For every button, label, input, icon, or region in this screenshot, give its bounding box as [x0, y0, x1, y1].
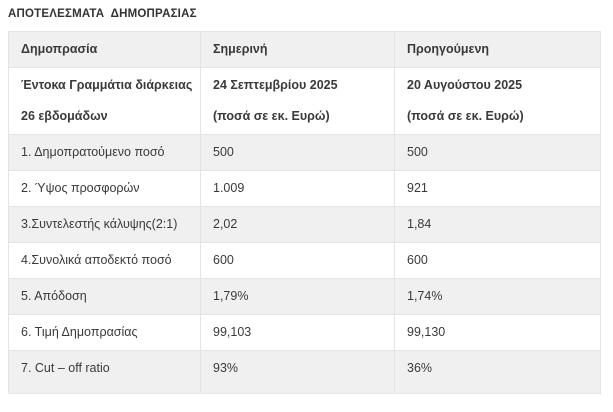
previous-value: 600	[394, 242, 601, 279]
table-row-cut-off-ratio: 7. Cut – off ratio 93% 36%	[8, 350, 601, 394]
page: ΑΠΟΤΕΛΕΣΜΑΤΑ ΔΗΜΟΠΡΑΣΙΑΣ Δημοπρασία Σημε…	[8, 8, 601, 394]
table-row-auction-price: 6. Τιμή Δημοπρασίας 99,103 99,130	[8, 314, 601, 351]
current-value: 93%	[200, 350, 395, 394]
row-label: 7. Cut – off ratio	[8, 350, 201, 394]
previous-value: 500	[394, 134, 601, 171]
table-header-row: Δημοπρασία Σημερινή Προηγούμενη	[8, 31, 601, 68]
row-label: 1. Δημοπρατούμενο ποσό	[8, 134, 201, 171]
previous-value: 921	[394, 170, 601, 207]
current-value: 2,02	[200, 206, 395, 243]
auction-results-table: Δημοπρασία Σημερινή Προηγούμενη Έντοκα Γ…	[8, 31, 601, 394]
table-row-yield: 5. Απόδοση 1,79% 1,74%	[8, 278, 601, 315]
table-row-auctioned-amount: 1. Δημοπρατούμενο ποσό 500 500	[8, 134, 601, 171]
table-row-accepted-amount: 4.Συνολικά αποδεκτό ποσό 600 600	[8, 242, 601, 279]
column-header-current: Σημερινή	[200, 31, 395, 68]
table-row-bids-amount: 2. Ύψος προσφορών 1.009 921	[8, 170, 601, 207]
previous-units-note: (ποσά σε εκ. Ευρώ)	[407, 109, 524, 123]
page-title: ΑΠΟΤΕΛΕΣΜΑΤΑ ΔΗΜΟΠΡΑΣΙΑΣ	[8, 8, 197, 20]
row-label: 4.Συνολικά αποδεκτό ποσό	[8, 242, 201, 279]
current-value: 1.009	[200, 170, 395, 207]
subheader-current-date-cell: 24 Σεπτεμβρίου 2025 (ποσά σε εκ. Ευρώ)	[200, 67, 395, 135]
previous-value: 36%	[394, 350, 601, 394]
current-date: 24 Σεπτεμβρίου 2025	[213, 78, 338, 92]
subheader-previous-date-cell: 20 Αυγούστου 2025 (ποσά σε εκ. Ευρώ)	[394, 67, 601, 135]
instrument-line1: Έντοκα Γραμμάτια διάρκειας	[21, 78, 193, 92]
column-header-previous: Προηγούμενη	[394, 31, 601, 68]
previous-value: 1,84	[394, 206, 601, 243]
row-label: 6. Τιμή Δημοπρασίας	[8, 314, 201, 351]
previous-date: 20 Αυγούστου 2025	[407, 78, 523, 92]
current-value: 99,103	[200, 314, 395, 351]
previous-value: 1,74%	[394, 278, 601, 315]
table-subheader-row: Έντοκα Γραμμάτια διάρκειας 26 εβδομάδων …	[8, 67, 601, 135]
current-value: 500	[200, 134, 395, 171]
current-value: 1,79%	[200, 278, 395, 315]
subheader-instrument-cell: Έντοκα Γραμμάτια διάρκειας 26 εβδομάδων	[8, 67, 201, 135]
column-header-auction: Δημοπρασία	[8, 31, 201, 68]
current-value: 600	[200, 242, 395, 279]
row-label: 2. Ύψος προσφορών	[8, 170, 201, 207]
row-label: 5. Απόδοση	[8, 278, 201, 315]
instrument-line2: 26 εβδομάδων	[21, 109, 108, 123]
table-row-coverage-ratio: 3.Συντελεστής κάλυψης(2:1) 2,02 1,84	[8, 206, 601, 243]
row-label: 3.Συντελεστής κάλυψης(2:1)	[8, 206, 201, 243]
current-units-note: (ποσά σε εκ. Ευρώ)	[213, 109, 330, 123]
previous-value: 99,130	[394, 314, 601, 351]
